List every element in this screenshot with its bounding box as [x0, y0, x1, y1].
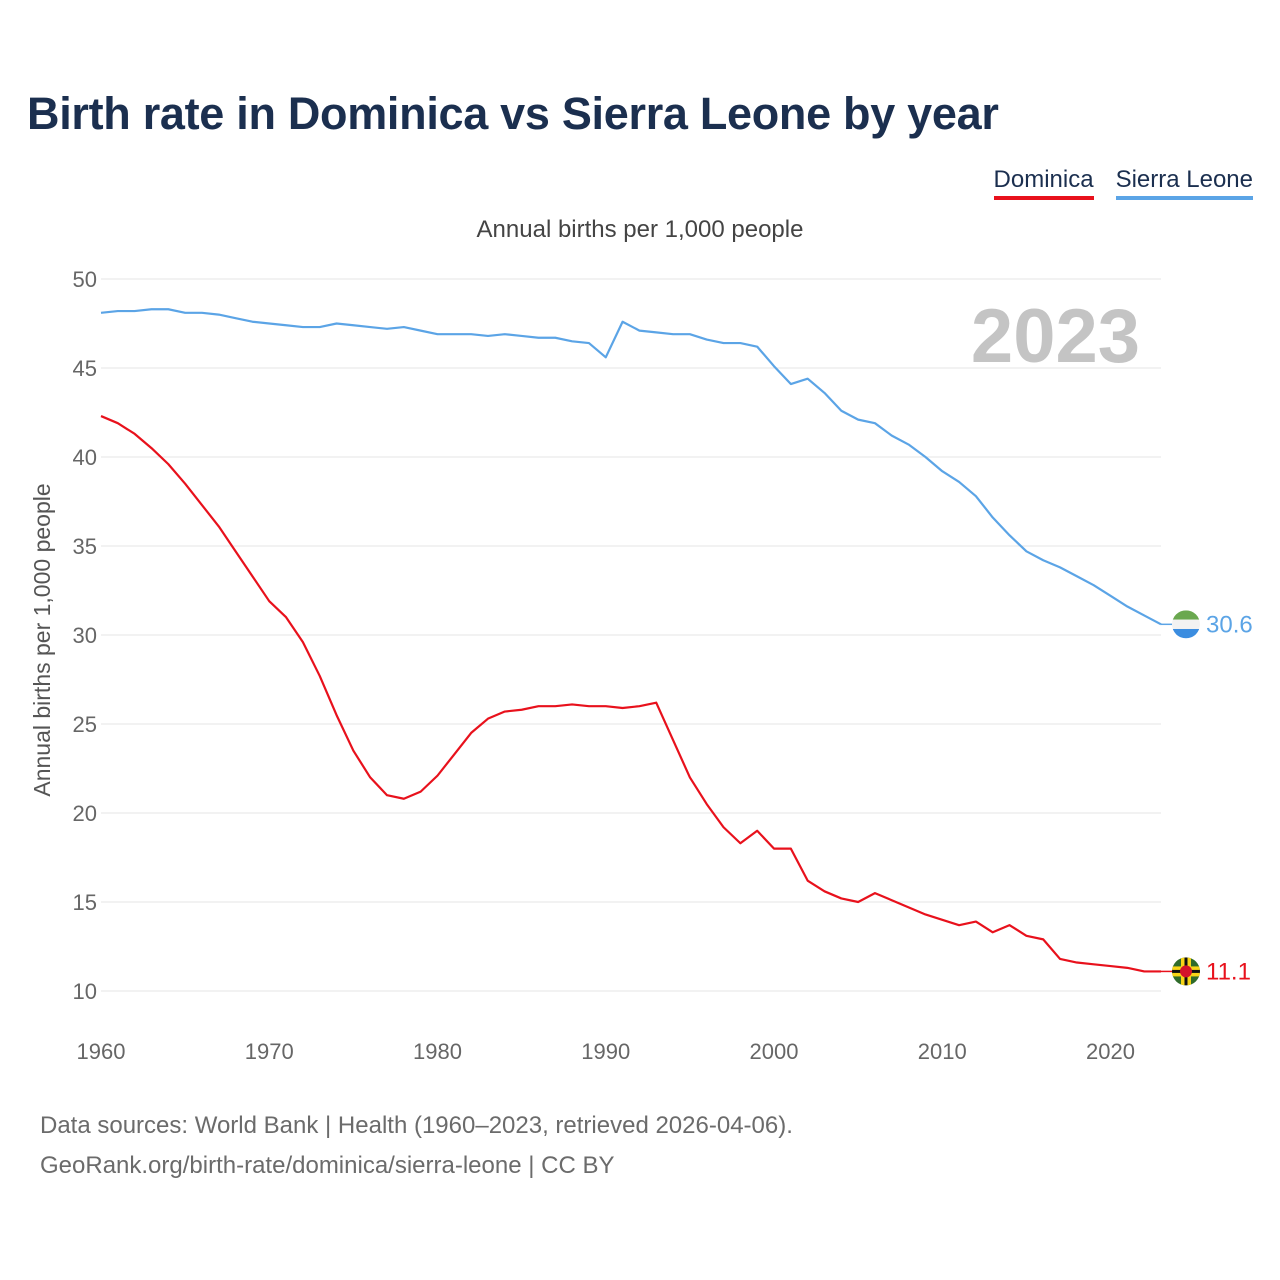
y-tick-label: 15 [73, 890, 97, 915]
series-line-dominica[interactable] [100, 415, 1161, 973]
y-tick-label: 10 [73, 979, 97, 1004]
x-tick-label: 2000 [750, 1039, 799, 1064]
y-tick-label: 40 [73, 445, 97, 470]
x-tick-label: 1970 [245, 1039, 294, 1064]
end-markers: 11.1 30.6 [1161, 610, 1253, 986]
end-value-label-dominica: 11.1 [1206, 958, 1251, 985]
footer: Data sources: World Bank | Health (1960–… [40, 1106, 793, 1186]
x-axis-ticks: 1960 1970 1980 1990 2000 2010 2020 [77, 1039, 1135, 1064]
y-tick-label: 30 [73, 623, 97, 648]
y-tick-label: 20 [73, 801, 97, 826]
x-tick-label: 2010 [918, 1039, 967, 1064]
x-tick-label: 1960 [77, 1039, 126, 1064]
y-axis-ticks: 10 15 20 25 30 35 40 45 50 [73, 267, 97, 1004]
data-source-note: Data sources: World Bank | Health (1960–… [40, 1112, 793, 1139]
legend-item-sierra-leone[interactable]: Sierra Leone [1115, 166, 1253, 200]
source-link[interactable]: GeoRank.org/birth-rate/dominica/sierra-l… [40, 1152, 615, 1179]
gridlines [101, 278, 1161, 992]
legend: Dominica Sierra Leone [993, 166, 1253, 200]
flag-icon-sierra-leone [1172, 610, 1200, 639]
y-tick-label: 45 [73, 356, 97, 381]
series-lines [100, 308, 1162, 973]
chart-subtitle: Annual births per 1,000 people [476, 216, 804, 243]
x-tick-label: 1990 [581, 1039, 630, 1064]
year-watermark: 2023 [971, 294, 1140, 379]
flag-icon-dominica [1172, 957, 1200, 986]
y-tick-label: 50 [73, 267, 97, 292]
y-tick-label: 25 [73, 712, 97, 737]
series-line-sierra-leone[interactable] [100, 308, 1162, 626]
chart-title: Birth rate in Dominica vs Sierra Leone b… [27, 88, 999, 139]
y-axis-title: Annual births per 1,000 people [29, 483, 55, 796]
x-tick-label: 2020 [1086, 1039, 1135, 1064]
end-value-label-sierra-leone: 30.6 [1206, 611, 1253, 638]
y-tick-label: 35 [73, 534, 97, 559]
legend-item-dominica[interactable]: Dominica [993, 166, 1094, 200]
x-tick-label: 1980 [413, 1039, 462, 1064]
